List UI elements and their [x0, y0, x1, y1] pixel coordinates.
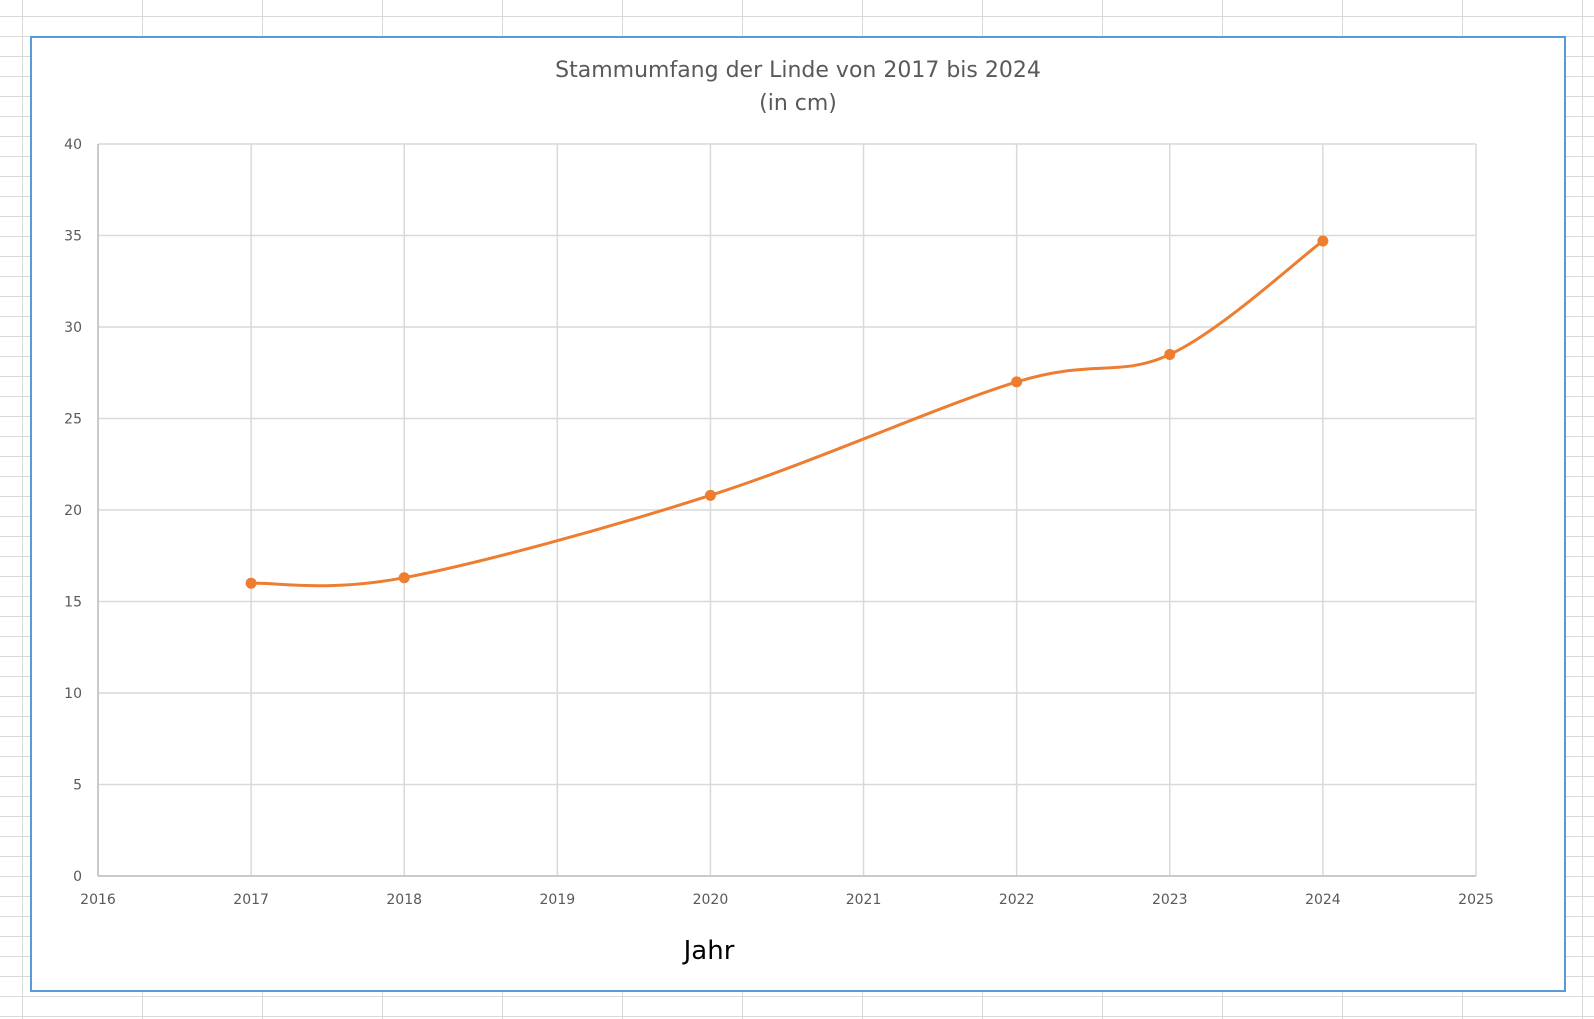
y-tick-label: 0: [73, 869, 82, 885]
series-layer: [245, 235, 1329, 589]
data-point: [398, 572, 410, 584]
chart-title: Stammumfang der Linde von 2017 bis 2024: [555, 58, 1041, 83]
data-point: [704, 489, 716, 501]
x-tick-label: 2021: [846, 892, 882, 908]
chart-subtitle: (in cm): [759, 91, 837, 116]
x-tick-label: 2018: [386, 892, 422, 908]
x-tick-label: 2019: [540, 892, 576, 908]
y-tick-label: 35: [64, 229, 82, 245]
x-tick-label: 2024: [1305, 892, 1341, 908]
y-tick-label: 25: [64, 412, 82, 428]
y-tick-label: 15: [64, 595, 82, 611]
data-point: [1317, 235, 1329, 247]
x-tick-label: 2020: [693, 892, 729, 908]
data-point: [1164, 348, 1176, 360]
x-tick-label: 2016: [80, 892, 116, 908]
chart-frame[interactable]: Stammumfang der Linde von 2017 bis 2024 …: [30, 36, 1566, 992]
y-tick-label: 20: [64, 503, 82, 519]
y-tick-label: 5: [73, 778, 82, 794]
x-tick-label: 2022: [999, 892, 1035, 908]
series-line: [249, 239, 1325, 588]
x-tick-label: 2023: [1152, 892, 1188, 908]
y-tick-label: 10: [64, 686, 82, 702]
data-point: [245, 577, 257, 589]
chart-title-block: Stammumfang der Linde von 2017 bis 2024 …: [32, 54, 1564, 120]
x-tick-label: 2017: [233, 892, 269, 908]
x-axis-label: Jahr: [682, 936, 735, 966]
y-tick-label: 30: [64, 320, 82, 336]
y-tick-label: 40: [64, 137, 82, 153]
data-point: [1011, 376, 1023, 388]
gridlines: [97, 143, 1477, 877]
x-tick-label: 2025: [1458, 892, 1494, 908]
